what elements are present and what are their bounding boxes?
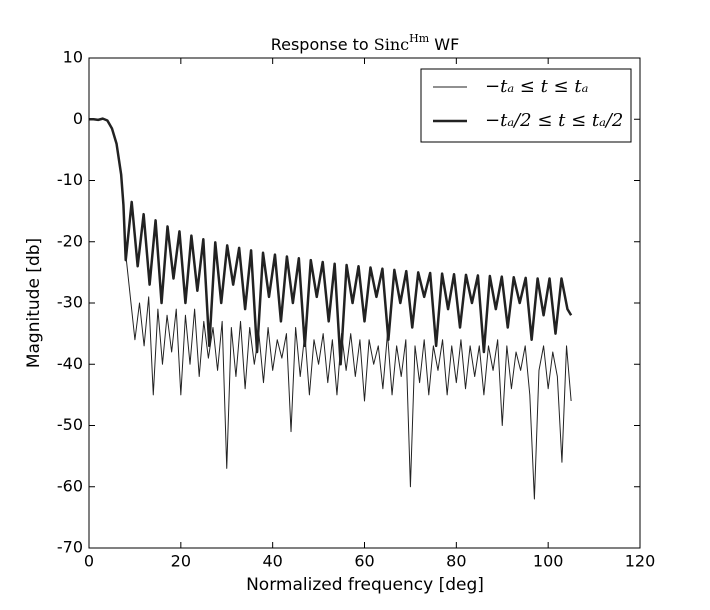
x-axis-label: Normalized frequency [deg] — [246, 575, 484, 595]
y-tick-label: -30 — [57, 293, 83, 312]
x-tick-label: 20 — [171, 552, 191, 571]
y-tick-label: -60 — [57, 476, 83, 495]
y-tick-label: -70 — [57, 538, 83, 557]
y-tick-label: -50 — [57, 415, 83, 434]
x-tick-label: 100 — [533, 552, 564, 571]
y-tick-label: -10 — [57, 170, 83, 189]
data-line — [89, 117, 573, 366]
y-tick-label: -40 — [57, 354, 83, 373]
legend-label: −tₐ/2 ≤ t ≤ tₐ/2 — [485, 110, 623, 131]
y-tick-label: 10 — [63, 48, 83, 67]
data-line — [89, 118, 572, 500]
x-tick-label: 40 — [262, 552, 282, 571]
legend-box — [420, 68, 632, 143]
x-tick-label: 120 — [625, 552, 656, 571]
y-tick-label: 0 — [73, 109, 83, 128]
y-tick-label: -20 — [57, 231, 83, 250]
chart-title: Response to SincHm WF — [271, 29, 460, 54]
x-tick-label: 0 — [84, 552, 94, 571]
x-tick-label: 80 — [446, 552, 466, 571]
plot-frame — [88, 57, 641, 549]
x-tick-label: 60 — [354, 552, 374, 571]
legend-label: −tₐ ≤ t ≤ tₐ — [485, 76, 588, 97]
y-axis-label: Magnitude [db] — [24, 238, 44, 368]
